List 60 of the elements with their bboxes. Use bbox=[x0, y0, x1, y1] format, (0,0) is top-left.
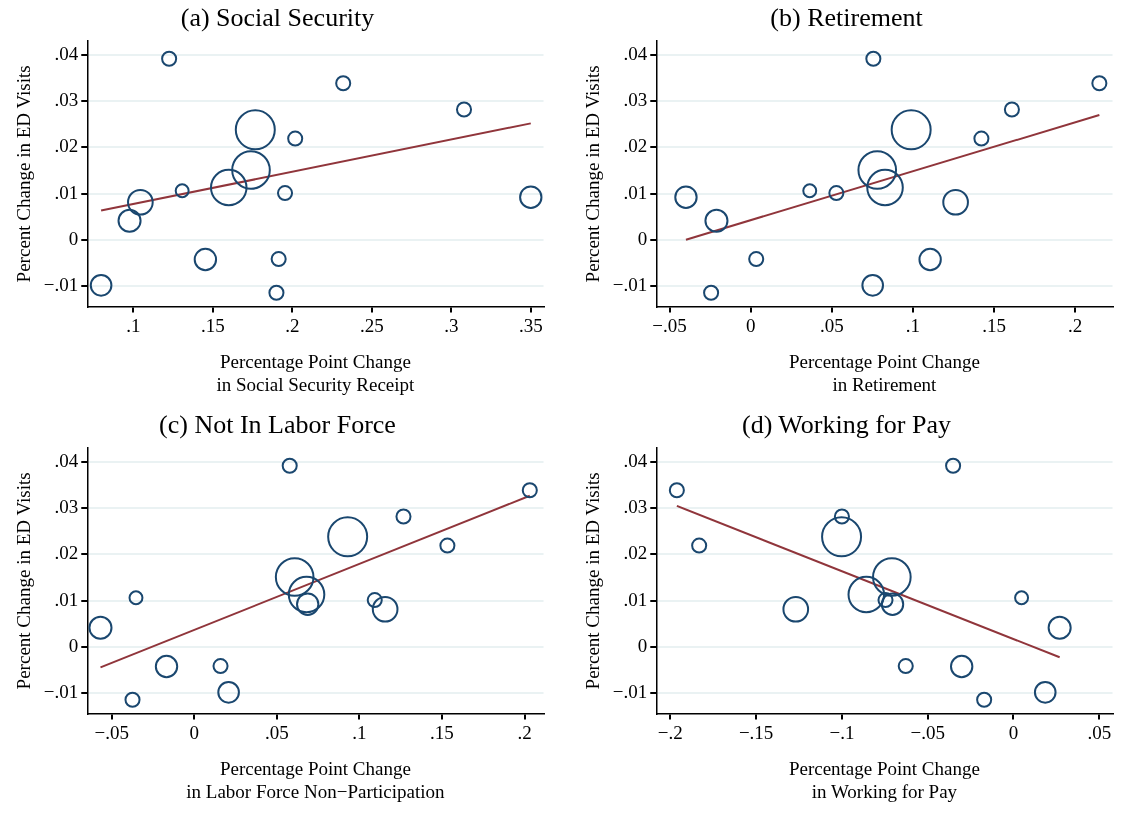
y-tick-label: .04 bbox=[54, 450, 79, 472]
y-tick-label: .03 bbox=[623, 89, 648, 111]
y-tick-label: .01 bbox=[54, 181, 79, 203]
y-tick-label: .01 bbox=[54, 588, 79, 610]
x-tick-label: .2 bbox=[285, 314, 300, 336]
x-tick-label: .35 bbox=[518, 314, 543, 336]
y-axis-title: Percent Change in ED Visits bbox=[582, 65, 604, 283]
x-tick-label: .2 bbox=[1068, 314, 1083, 336]
y-tick-label: 0 bbox=[637, 227, 648, 249]
y-tick-label: −.01 bbox=[612, 273, 648, 295]
y-tick-label: 0 bbox=[68, 634, 79, 656]
x-tick-label: 0 bbox=[745, 314, 756, 336]
y-tick-label: −.01 bbox=[612, 680, 648, 702]
chart-title: (b) Retirement bbox=[770, 3, 924, 33]
x-axis-title: Percentage Point Change in Working for Pay bbox=[788, 757, 980, 802]
chart-title: (d) Working for Pay bbox=[741, 410, 952, 440]
y-tick-label: .02 bbox=[54, 542, 79, 564]
x-tick-label: .15 bbox=[200, 314, 225, 336]
x-tick-label: 0 bbox=[1008, 721, 1019, 743]
y-tick-label: .03 bbox=[54, 89, 79, 111]
x-tick-label: .2 bbox=[517, 721, 532, 743]
y-axis-title: Percent Change in ED Visits bbox=[13, 472, 35, 690]
x-tick-label: .25 bbox=[359, 314, 384, 336]
chart-title: (a) Social Security bbox=[180, 3, 375, 33]
x-tick-label: −.05 bbox=[94, 721, 129, 743]
y-tick-label: −.01 bbox=[43, 680, 79, 702]
x-tick-label: .15 bbox=[430, 721, 454, 743]
y-tick-label: −.01 bbox=[43, 273, 79, 295]
x-tick-label: .1 bbox=[905, 314, 921, 336]
x-tick-label: 0 bbox=[189, 721, 200, 743]
y-tick-label: .04 bbox=[54, 43, 79, 65]
y-tick-label: .03 bbox=[54, 496, 79, 518]
y-tick-label: 0 bbox=[637, 634, 648, 656]
x-tick-label: −.05 bbox=[910, 721, 945, 743]
x-axis-title: Percentage Point Change in Retirement bbox=[788, 350, 980, 395]
x-tick-label: −.2 bbox=[657, 721, 683, 743]
x-tick-label: .05 bbox=[1087, 721, 1112, 743]
x-tick-label: .1 bbox=[126, 314, 141, 336]
y-tick-label: .02 bbox=[623, 135, 648, 157]
x-tick-label: .05 bbox=[264, 721, 289, 743]
x-tick-label: .15 bbox=[982, 314, 1006, 336]
y-tick-label: .01 bbox=[623, 588, 648, 610]
y-tick-label: .04 bbox=[623, 450, 648, 472]
x-tick-label: .3 bbox=[444, 314, 459, 336]
x-tick-label: .1 bbox=[352, 721, 367, 743]
chart-title: (c) Not In Labor Force bbox=[159, 410, 396, 440]
x-tick-label: −.1 bbox=[829, 721, 855, 743]
y-tick-label: .04 bbox=[623, 43, 648, 65]
x-axis-title: Percentage Point Change in Social Security Receipt bbox=[216, 350, 416, 395]
y-tick-label: 0 bbox=[68, 227, 79, 249]
x-tick-label: .05 bbox=[819, 314, 844, 336]
y-tick-label: .02 bbox=[54, 135, 79, 157]
x-tick-label: −.05 bbox=[652, 314, 687, 336]
y-axis-title: Percent Change in ED Visits bbox=[582, 472, 604, 690]
y-axis-title: Percent Change in ED Visits bbox=[13, 65, 35, 283]
y-tick-label: .02 bbox=[623, 542, 648, 564]
x-axis-title: Percentage Point Change in Labor Force Non−Participation bbox=[186, 757, 445, 802]
y-tick-label: .03 bbox=[623, 496, 648, 518]
y-tick-label: .01 bbox=[623, 181, 648, 203]
x-tick-label: −.15 bbox=[738, 721, 774, 743]
